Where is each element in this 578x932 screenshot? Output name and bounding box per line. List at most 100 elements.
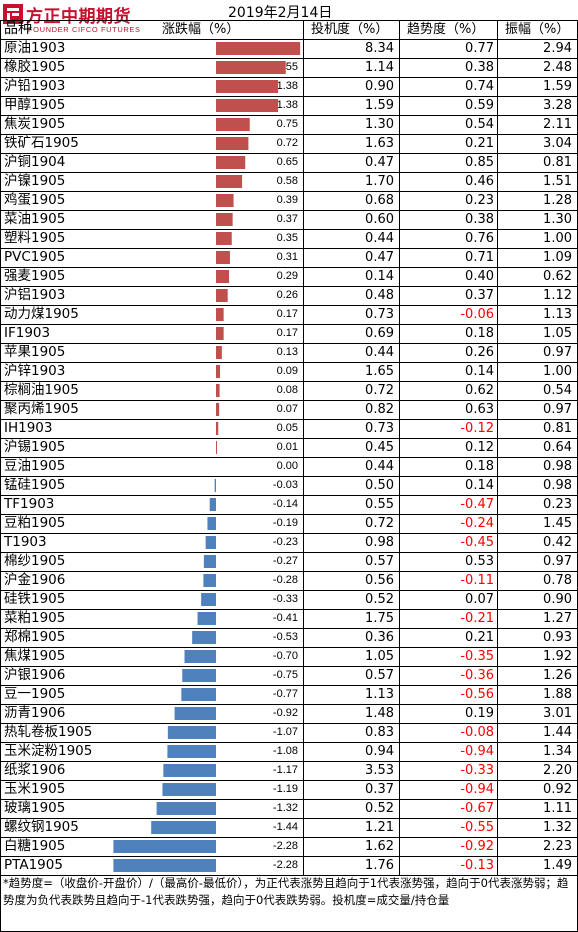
commodity-name: 沪镍1905 (4, 173, 66, 189)
change-value: 1.55 (276, 61, 298, 73)
amplitude-value: 0.93 (543, 630, 572, 645)
header-change: 涨跌幅（%） (162, 22, 240, 37)
change-value: 0.07 (276, 403, 298, 415)
change-value: 0.37 (276, 213, 298, 225)
amplitude-value: 1.12 (543, 288, 572, 303)
investment-value: 0.50 (365, 478, 394, 493)
commodity-name: 菜粕1905 (4, 610, 66, 626)
grid-line (0, 704, 578, 705)
investment-value: 1.14 (365, 60, 394, 75)
amplitude-value: 1.88 (543, 687, 572, 702)
commodity-name: 动力煤1905 (4, 306, 79, 322)
grid-line (0, 153, 578, 154)
grid-line (0, 457, 578, 458)
grid-line (0, 77, 578, 78)
investment-value: 0.44 (365, 231, 394, 246)
investment-value: 0.47 (365, 155, 394, 170)
trend-value: 0.54 (465, 117, 494, 132)
trend-value: -0.45 (460, 535, 494, 550)
amplitude-value: 0.54 (543, 383, 572, 398)
change-value: -0.14 (272, 498, 298, 510)
grid-line (0, 343, 578, 344)
amplitude-value: 1.28 (543, 193, 572, 208)
investment-value: 0.73 (365, 421, 394, 436)
trend-value: 0.26 (465, 345, 494, 360)
trend-value: -0.94 (460, 782, 494, 797)
trend-value: 0.21 (465, 136, 494, 151)
grid-line (0, 761, 578, 762)
trend-value: 0.77 (465, 41, 494, 56)
commodity-name: 原油1903 (4, 40, 66, 56)
investment-value: 8.34 (365, 41, 394, 56)
investment-value: 0.57 (365, 554, 394, 569)
grid-line (0, 609, 578, 610)
amplitude-value: 1.30 (543, 212, 572, 227)
amplitude-value: 3.01 (543, 706, 572, 721)
grid-line (0, 39, 578, 40)
investment-value: 0.45 (365, 440, 394, 455)
commodity-name: 玻璃1905 (4, 800, 66, 816)
grid-line (0, 229, 578, 230)
change-value: 0.58 (276, 175, 298, 187)
commodity-name: TF1903 (4, 496, 55, 512)
grid-line (0, 647, 578, 648)
amplitude-value: 0.92 (543, 782, 572, 797)
grid-line (0, 381, 578, 382)
grid-line (0, 58, 578, 59)
amplitude-value: 0.81 (543, 155, 572, 170)
commodity-name: 鸡蛋1905 (4, 192, 66, 208)
trend-value: -0.56 (460, 687, 494, 702)
trend-value: -0.06 (460, 307, 494, 322)
commodity-name: 热轧卷板1905 (4, 724, 93, 740)
investment-value: 1.21 (365, 820, 394, 835)
trend-value: 0.63 (465, 402, 494, 417)
commodity-name: IH1903 (4, 420, 53, 436)
trend-value: 0.21 (465, 630, 494, 645)
investment-value: 0.90 (365, 79, 394, 94)
change-value: -0.28 (272, 574, 298, 586)
grid-line (0, 210, 578, 211)
commodity-name: 焦煤1905 (4, 648, 66, 664)
amplitude-value: 0.98 (543, 478, 572, 493)
change-value: -0.33 (272, 593, 298, 605)
company-logo: 方正中期期货 FOUNDER CIFCO FUTURES (2, 3, 184, 37)
commodity-name: PTA1905 (4, 857, 63, 873)
change-value: 0.08 (276, 384, 298, 396)
grid-line (0, 837, 578, 838)
commodity-name: 沪铅1903 (4, 78, 66, 94)
commodity-name: 纸浆1906 (4, 762, 66, 778)
amplitude-value: 0.98 (543, 459, 572, 474)
trend-value: 0.71 (465, 250, 494, 265)
commodity-name: 菜油1905 (4, 211, 66, 227)
investment-value: 0.37 (365, 782, 394, 797)
amplitude-value: 1.13 (543, 307, 572, 322)
investment-value: 0.52 (365, 801, 394, 816)
change-value: 0.13 (276, 346, 298, 358)
amplitude-value: 0.62 (543, 269, 572, 284)
trend-value: -0.24 (460, 516, 494, 531)
trend-value: 0.38 (465, 212, 494, 227)
trend-value: 0.38 (465, 60, 494, 75)
trend-value: 0.62 (465, 383, 494, 398)
trend-value: 0.85 (465, 155, 494, 170)
change-value: -0.53 (272, 631, 298, 643)
commodity-name: 聚丙烯1905 (4, 401, 79, 417)
grid-line (0, 533, 578, 534)
grid-line (0, 305, 578, 306)
trend-value: 0.37 (465, 288, 494, 303)
amplitude-value: 0.81 (543, 421, 572, 436)
logo-text-cn: 方正中期期货 (26, 7, 131, 27)
commodity-name: 塑料1905 (4, 230, 66, 246)
trend-value: -0.94 (460, 744, 494, 759)
trend-value: 0.14 (465, 364, 494, 379)
amplitude-value: 0.90 (543, 592, 572, 607)
trend-value: 0.12 (465, 440, 494, 455)
trend-value: -0.55 (460, 820, 494, 835)
amplitude-value: 1.27 (543, 611, 572, 626)
amplitude-value: 1.00 (543, 364, 572, 379)
investment-value: 0.82 (365, 402, 394, 417)
change-value: 1.87 (276, 42, 298, 54)
change-value: 0.17 (276, 327, 298, 339)
grid-line (0, 96, 578, 97)
amplitude-value: 1.09 (543, 250, 572, 265)
